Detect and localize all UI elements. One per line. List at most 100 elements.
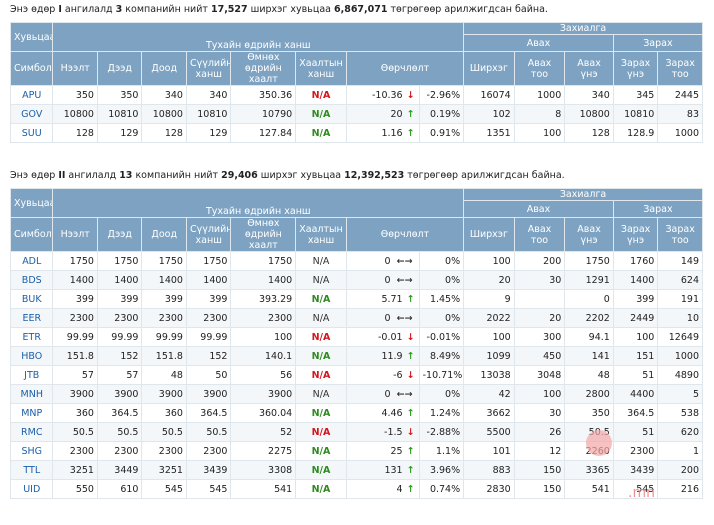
symbol-link[interactable]: MNP — [9, 403, 54, 423]
symbol-link[interactable]: BUK — [9, 289, 54, 309]
last-price-cell: 1400 — [185, 270, 232, 290]
sell-price-cell: 151 — [612, 346, 659, 366]
symbol-link[interactable]: MNH — [9, 384, 54, 404]
sell-price-cell: 128.9 — [612, 123, 659, 143]
symbol-link[interactable]: HBO — [9, 346, 54, 366]
symbol-link[interactable]: SUU — [9, 123, 54, 143]
quantity-cell: 1099 — [463, 346, 515, 366]
buy-price-cell: 1291 — [564, 270, 614, 290]
change-percent-cell: 0.74% — [418, 479, 465, 499]
column-header-4[interactable]: Сүүлийн ханш — [185, 51, 232, 86]
open-cell: 360 — [52, 403, 98, 423]
buy-price-cell: 350 — [564, 403, 614, 423]
close-price-cell: N/A — [295, 479, 347, 499]
column-header-2[interactable]: Дээд — [96, 51, 143, 86]
column-header-10[interactable]: Авах тоо — [513, 51, 566, 86]
column-header-4[interactable]: Сүүлийн ханш — [185, 217, 232, 252]
close-price-cell: N/A — [295, 251, 347, 271]
low-cell: 128 — [141, 123, 187, 143]
change-cell: -0.01 ↓ — [345, 327, 420, 347]
last-price-cell: 129 — [185, 123, 232, 143]
column-header-1[interactable]: Нээлт — [52, 51, 98, 86]
change-cell: -10.36 ↓ — [345, 85, 420, 105]
last-price-cell: 3900 — [185, 384, 232, 404]
quantity-cell: 100 — [463, 251, 515, 271]
header-trade-group: Тухайн өдрийн ханш — [52, 188, 465, 218]
market-table-2: Хувьцаа Тухайн өдрийн ханш Захиалга Авах Зар… — [9, 188, 704, 499]
symbol-link[interactable]: ETR — [9, 327, 54, 347]
high-cell: 57 — [96, 365, 143, 385]
column-header-7[interactable]: Өөрчлөлт — [345, 217, 465, 252]
symbol-link[interactable]: JTB — [9, 365, 54, 385]
table-row: JTB 57 57 48 50 56 N/A -6 ↓ -10.71% 13038 3048 48 51… — [9, 365, 703, 385]
symbol-link[interactable]: TTL — [9, 460, 54, 480]
close-price-cell: N/A — [295, 85, 347, 105]
symbol-link[interactable]: ADL — [9, 251, 54, 271]
quantity-cell: 102 — [463, 104, 515, 124]
column-header-6[interactable]: Хаалтын ханш — [295, 217, 347, 252]
header-row-top: Хувьцаа Тухайн өдрийн ханш Захиалга — [9, 22, 703, 52]
symbol-link[interactable]: EER — [9, 308, 54, 328]
sell-qty-cell: 2445 — [657, 85, 703, 105]
sell-qty-cell: 4890 — [657, 365, 703, 385]
sell-qty-cell: 1 — [657, 441, 703, 461]
symbol-link[interactable]: RMC — [9, 422, 54, 442]
column-header-0[interactable]: Симбол — [9, 51, 54, 86]
close-price-cell: N/A — [295, 123, 347, 143]
quantity-cell: 5500 — [463, 422, 515, 442]
column-header-9[interactable]: Ширхэг — [463, 51, 515, 86]
column-header-13[interactable]: Зарах тоо — [657, 51, 703, 86]
change-value: -6 — [393, 369, 403, 381]
quantity-cell: 100 — [463, 327, 515, 347]
market-table-1: Хувьцаа Тухайн өдрийн ханш Захиалга Авах Зар… — [9, 22, 704, 143]
high-cell: 152 — [96, 346, 143, 366]
column-header-11[interactable]: Авах үнэ — [564, 217, 614, 252]
buy-price-cell: 48 — [564, 365, 614, 385]
column-header-12[interactable]: Зарах үнэ — [612, 51, 659, 86]
symbol-link[interactable]: BDS — [9, 270, 54, 290]
prev-close-cell: 56 — [230, 365, 297, 385]
buy-price-cell: 94.1 — [564, 327, 614, 347]
sell-qty-cell: 149 — [657, 251, 703, 271]
header-sell-group: Зарах — [612, 200, 704, 218]
prev-close-cell: 127.84 — [230, 123, 297, 143]
buy-qty-cell: 30 — [513, 403, 566, 423]
quantity-cell: 1351 — [463, 123, 515, 143]
column-header-10[interactable]: Авах тоо — [513, 217, 566, 252]
column-header-2[interactable]: Дээд — [96, 217, 143, 252]
symbol-link[interactable]: APU — [9, 85, 54, 105]
header-row-top: Хувьцаа Тухайн өдрийн ханш Захиалга — [9, 188, 703, 218]
column-header-3[interactable]: Доод — [141, 51, 187, 86]
buy-qty-cell: 20 — [513, 308, 566, 328]
column-header-1[interactable]: Нээлт — [52, 217, 98, 252]
column-header-12[interactable]: Зарах үнэ — [612, 217, 659, 252]
column-header-7[interactable]: Өөрчлөлт — [345, 51, 465, 86]
column-header-0[interactable]: Симбол — [9, 217, 54, 252]
column-header-9[interactable]: Ширхэг — [463, 217, 515, 252]
change-cell: 0 ←→ — [345, 308, 420, 328]
close-price-cell: N/A — [295, 384, 347, 404]
change-cell: 0 ←→ — [345, 270, 420, 290]
header-row-middle: Авах Зарах — [11, 34, 704, 52]
close-price-cell: N/A — [295, 308, 347, 328]
column-header-11[interactable]: Авах үнэ — [564, 51, 614, 86]
last-price-cell: 399 — [185, 289, 232, 309]
symbol-link[interactable]: GOV — [9, 104, 54, 124]
change-value: 1.16 — [381, 127, 403, 139]
header-row-columns: Симбол Нээлт Дээд Доод Сүүлийн ханш Өмнөх өдр… — [9, 217, 703, 252]
column-header-5[interactable]: Өмнөх өдрийн хаалт — [230, 51, 297, 86]
table-row: MNH 3900 3900 3900 3900 3900 N/A 0 ←→ 0% 42 100 280… — [9, 384, 703, 404]
column-header-6[interactable]: Хаалтын ханш — [295, 51, 347, 86]
low-cell: 2300 — [141, 308, 187, 328]
low-cell: 340 — [141, 85, 187, 105]
symbol-link[interactable]: UID — [9, 479, 54, 499]
column-header-13[interactable]: Зарах тоо — [657, 217, 703, 252]
buy-price-cell: 141 — [564, 346, 614, 366]
column-header-5[interactable]: Өмнөх өдрийн хаалт — [230, 217, 297, 252]
arrow-up-icon: ↑ — [406, 407, 415, 419]
close-price-cell: N/A — [295, 289, 347, 309]
symbol-link[interactable]: SHG — [9, 441, 54, 461]
high-cell: 1400 — [96, 270, 143, 290]
change-percent-cell: -0.01% — [418, 327, 465, 347]
column-header-3[interactable]: Доод — [141, 217, 187, 252]
